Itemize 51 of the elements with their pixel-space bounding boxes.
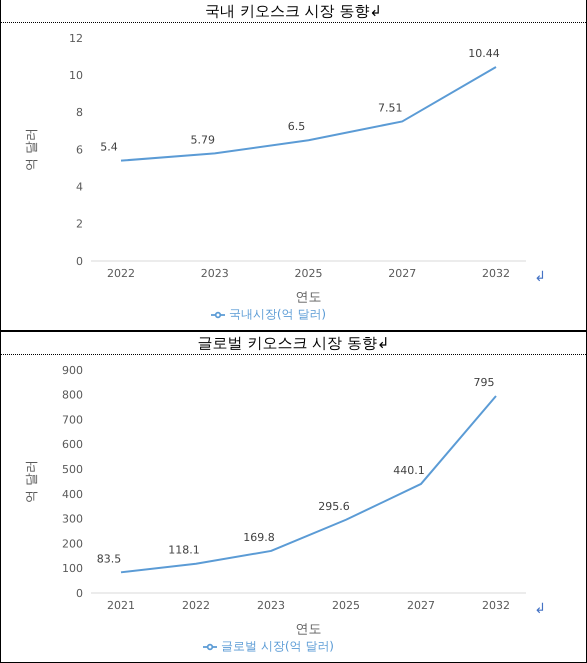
text: ↲ — [534, 269, 546, 285]
y-tick-label: 8 — [76, 106, 83, 120]
line-series — [120, 66, 497, 162]
y-tick-label: 4 — [76, 180, 83, 194]
x-tick-label: 2022 — [107, 266, 135, 280]
x-tick-label: 2023 — [200, 266, 229, 280]
x-tick-label: 2027 — [407, 598, 435, 612]
x-tick-label: 2025 — [294, 266, 322, 280]
y-tick-label: 200 — [62, 537, 83, 550]
y-tick-label: 2 — [76, 218, 83, 231]
y-tick-label: 900 — [62, 364, 83, 377]
data-label: 83.5 — [96, 552, 122, 566]
data-label: 118.1 — [168, 544, 200, 557]
y-tick-label: 6 — [76, 143, 83, 156]
data-label: 440.1 — [393, 464, 425, 477]
data-label: 10.44 — [468, 46, 500, 60]
y-tick-label: 12 — [69, 32, 83, 45]
data-label: 6.5 — [288, 120, 306, 134]
legend-label: 국내시장(억 달러) — [228, 307, 326, 321]
data-label: 295.6 — [318, 500, 350, 513]
y-tick-label: 400 — [62, 488, 83, 501]
y-tick-label: 500 — [62, 463, 83, 476]
chart-title: 글로벌 키오스크 시장 동향↲ — [1, 332, 586, 355]
data-label: 169.8 — [243, 530, 275, 544]
x-tick-label: 2027 — [388, 266, 416, 280]
x-tick-label: 2032 — [482, 266, 510, 280]
y-axis-title: 억 달러 — [24, 128, 40, 172]
y-tick-label: 600 — [62, 438, 83, 452]
legend-label: 글로벌 시장(억 달러) — [221, 639, 334, 653]
x-axis-title: 연도 — [296, 290, 322, 305]
data-label: 5.79 — [190, 133, 215, 146]
line-series — [120, 395, 497, 574]
data-label: 7.51 — [378, 101, 402, 114]
x-tick-label: 2021 — [107, 598, 135, 612]
y-tick-label: 0 — [76, 254, 83, 268]
x-axis-title: 연도 — [296, 622, 322, 637]
y-tick-label: 800 — [62, 388, 83, 402]
y-tick-label: 0 — [76, 586, 83, 600]
text: ↲ — [534, 601, 546, 617]
y-tick-label: 100 — [62, 562, 83, 576]
x-tick-label: 2023 — [257, 598, 285, 612]
x-tick-label: 2025 — [332, 598, 360, 612]
data-label: 5.4 — [100, 140, 118, 154]
x-tick-label: 2022 — [182, 598, 210, 612]
y-tick-label: 700 — [62, 413, 83, 426]
y-axis-title: 억 달러 — [24, 460, 40, 504]
y-tick-label: 300 — [62, 512, 83, 526]
chart-title: 국내 키오스크 시장 동향↲ — [1, 0, 586, 23]
x-tick-label: 2032 — [482, 598, 510, 612]
y-tick-label: 10 — [69, 69, 83, 82]
data-label: 795 — [474, 376, 494, 390]
